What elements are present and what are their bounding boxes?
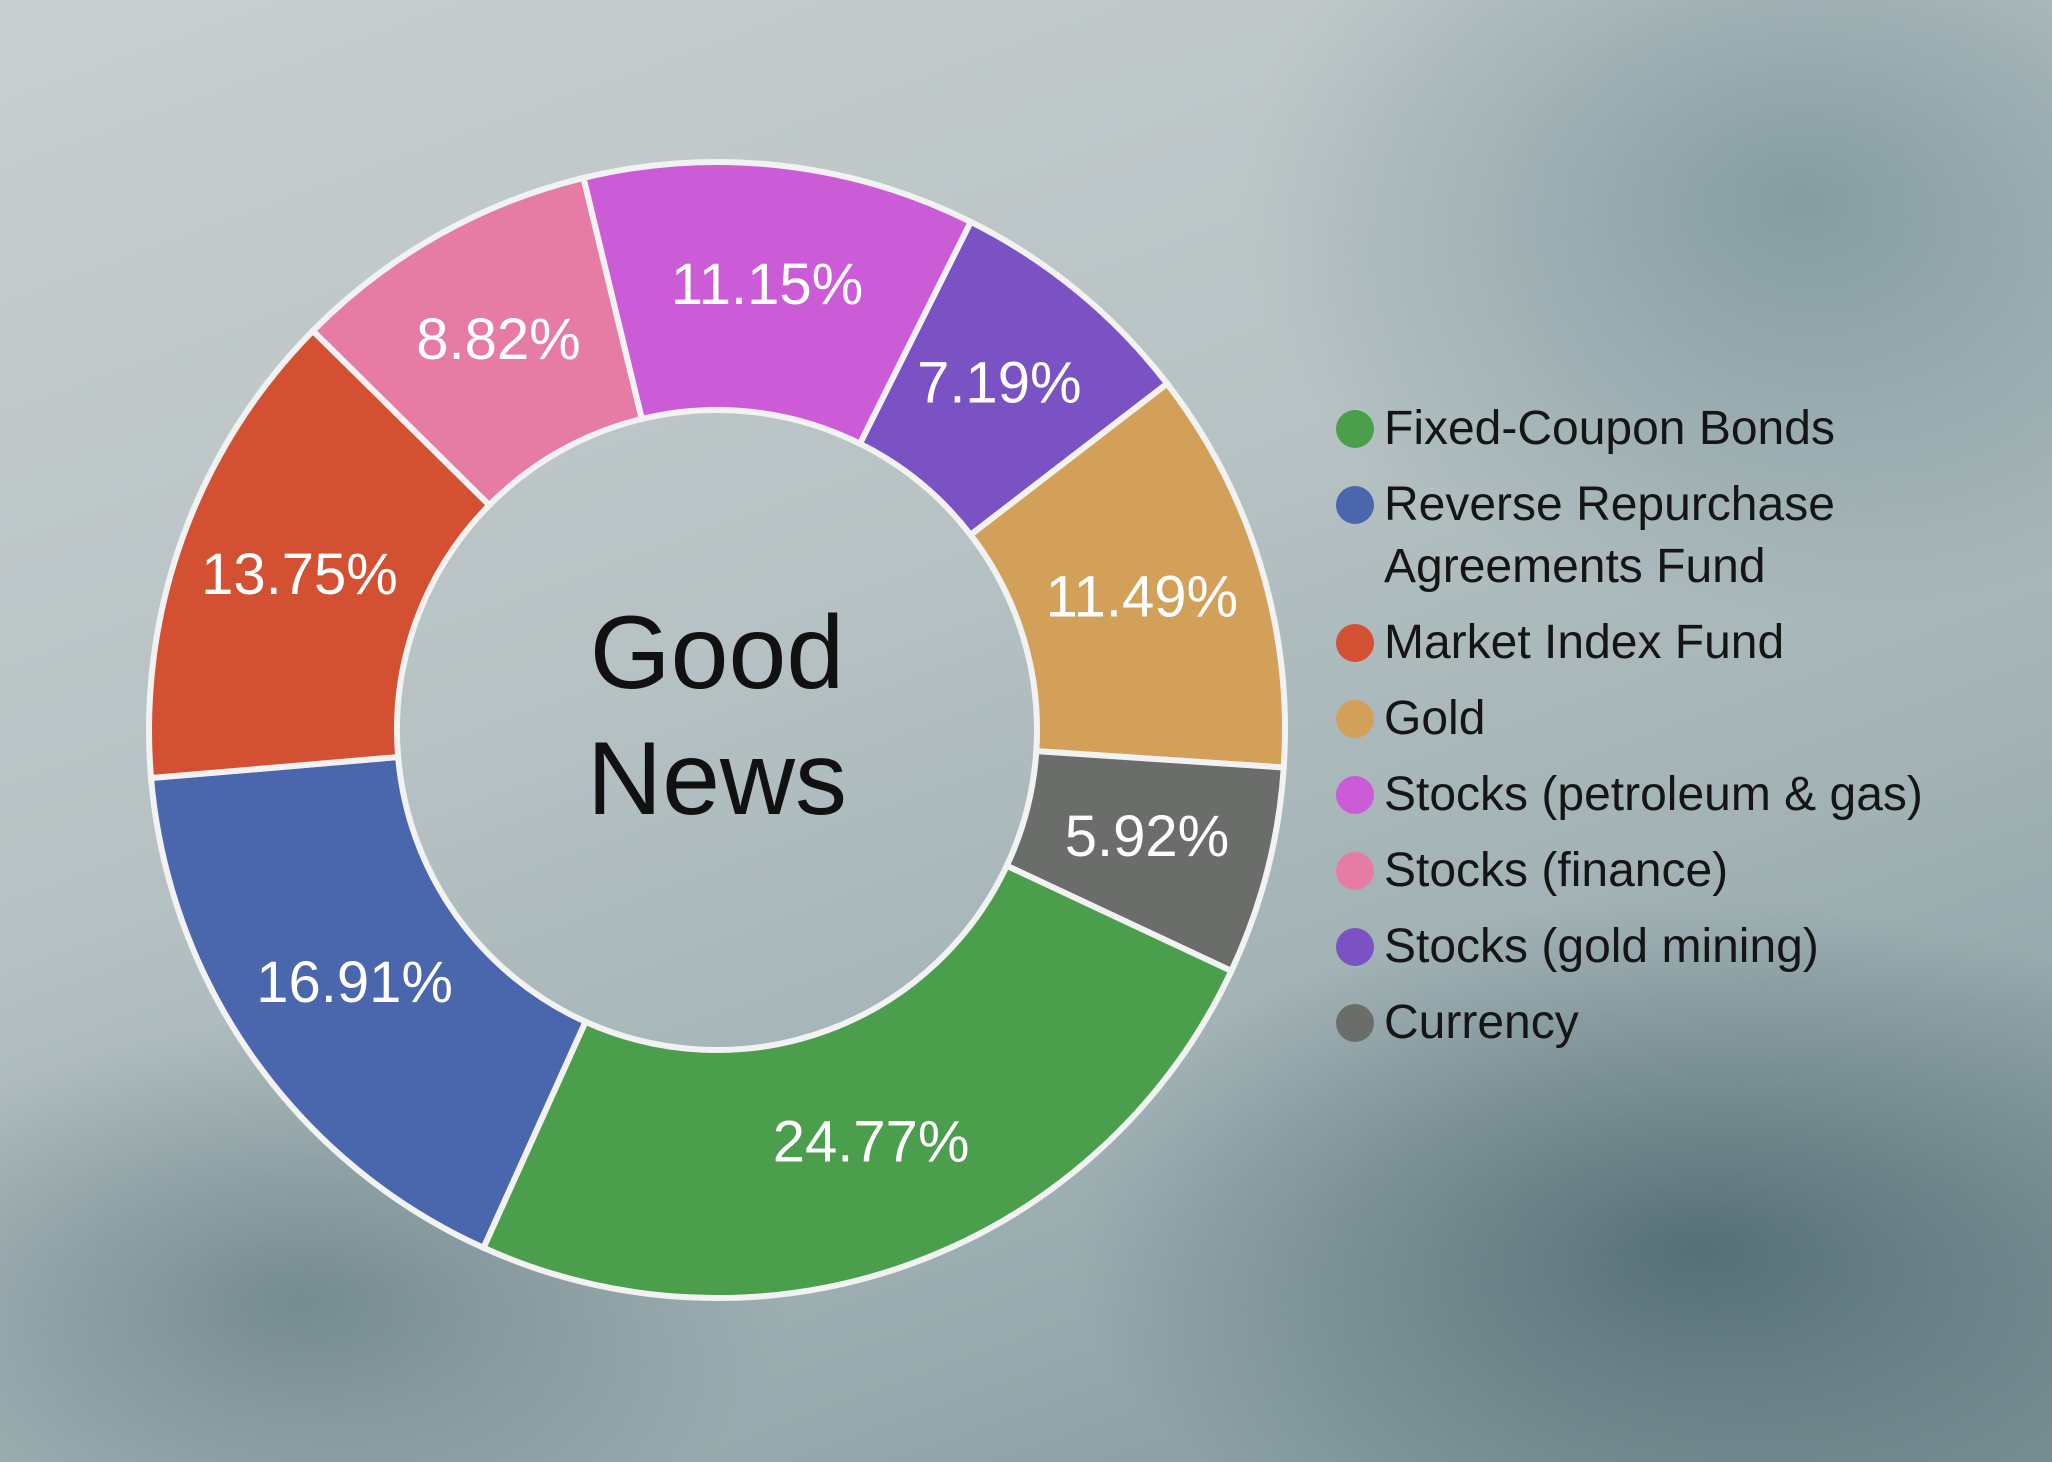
- legend-swatch: [1336, 700, 1374, 738]
- center-label: Good News: [586, 595, 848, 837]
- slice: [147, 753, 590, 1252]
- legend-swatch: [1336, 928, 1374, 966]
- slice: [966, 379, 1288, 771]
- legend-item: Reverse Repurchase Agreements Fund: [1336, 474, 1996, 598]
- data-label: 8.82%: [416, 307, 580, 372]
- data-label: 13.75%: [201, 542, 398, 607]
- data-label: 11.15%: [671, 252, 863, 317]
- legend-item: Fixed-Coupon Bonds: [1336, 398, 1996, 460]
- legend-label: Stocks (gold mining): [1384, 920, 1819, 973]
- legend-item: Stocks (petroleum & gas): [1336, 764, 1996, 826]
- chart: 11.15% 7.19% 11.49% 5.92% 24.77% 16.91% 13.75%…: [146, 159, 1288, 1301]
- slice: [579, 159, 975, 448]
- legend-label: Reverse Repurchase Agreements Fund: [1384, 478, 1835, 593]
- data-label: 11.49%: [1046, 564, 1238, 629]
- slice: [146, 326, 494, 782]
- legend-item: Gold: [1336, 688, 1996, 750]
- legend: Fixed-Coupon Bonds Reverse Repurchase Agr…: [1336, 398, 1996, 1054]
- slice: [308, 174, 646, 510]
- data-label: 24.77%: [773, 1110, 970, 1175]
- legend-swatch: [1336, 624, 1374, 662]
- legend-label: Market Index Fund: [1384, 616, 1785, 669]
- legend-label: Stocks (petroleum & gas): [1384, 768, 1923, 821]
- legend-label: Fixed-Coupon Bonds: [1384, 402, 1835, 455]
- slice: [479, 861, 1236, 1301]
- legend-label: Stocks (finance): [1384, 844, 1729, 897]
- legend-label: Gold: [1384, 692, 1486, 745]
- legend-item: Currency: [1336, 992, 1996, 1054]
- legend-label: Currency: [1384, 996, 1579, 1049]
- data-label: 16.91%: [256, 950, 453, 1015]
- legend-swatch: [1336, 776, 1374, 814]
- data-label: 5.92%: [1065, 804, 1229, 869]
- legend-item: Stocks (finance): [1336, 840, 1996, 902]
- data-label: 7.19%: [917, 351, 1081, 416]
- legend-swatch: [1336, 410, 1374, 448]
- legend-item: Market Index Fund: [1336, 612, 1996, 674]
- legend-item: Stocks (gold mining): [1336, 916, 1996, 978]
- legend-swatch: [1336, 852, 1374, 890]
- legend-swatch: [1336, 1004, 1374, 1042]
- legend-swatch: [1336, 486, 1374, 524]
